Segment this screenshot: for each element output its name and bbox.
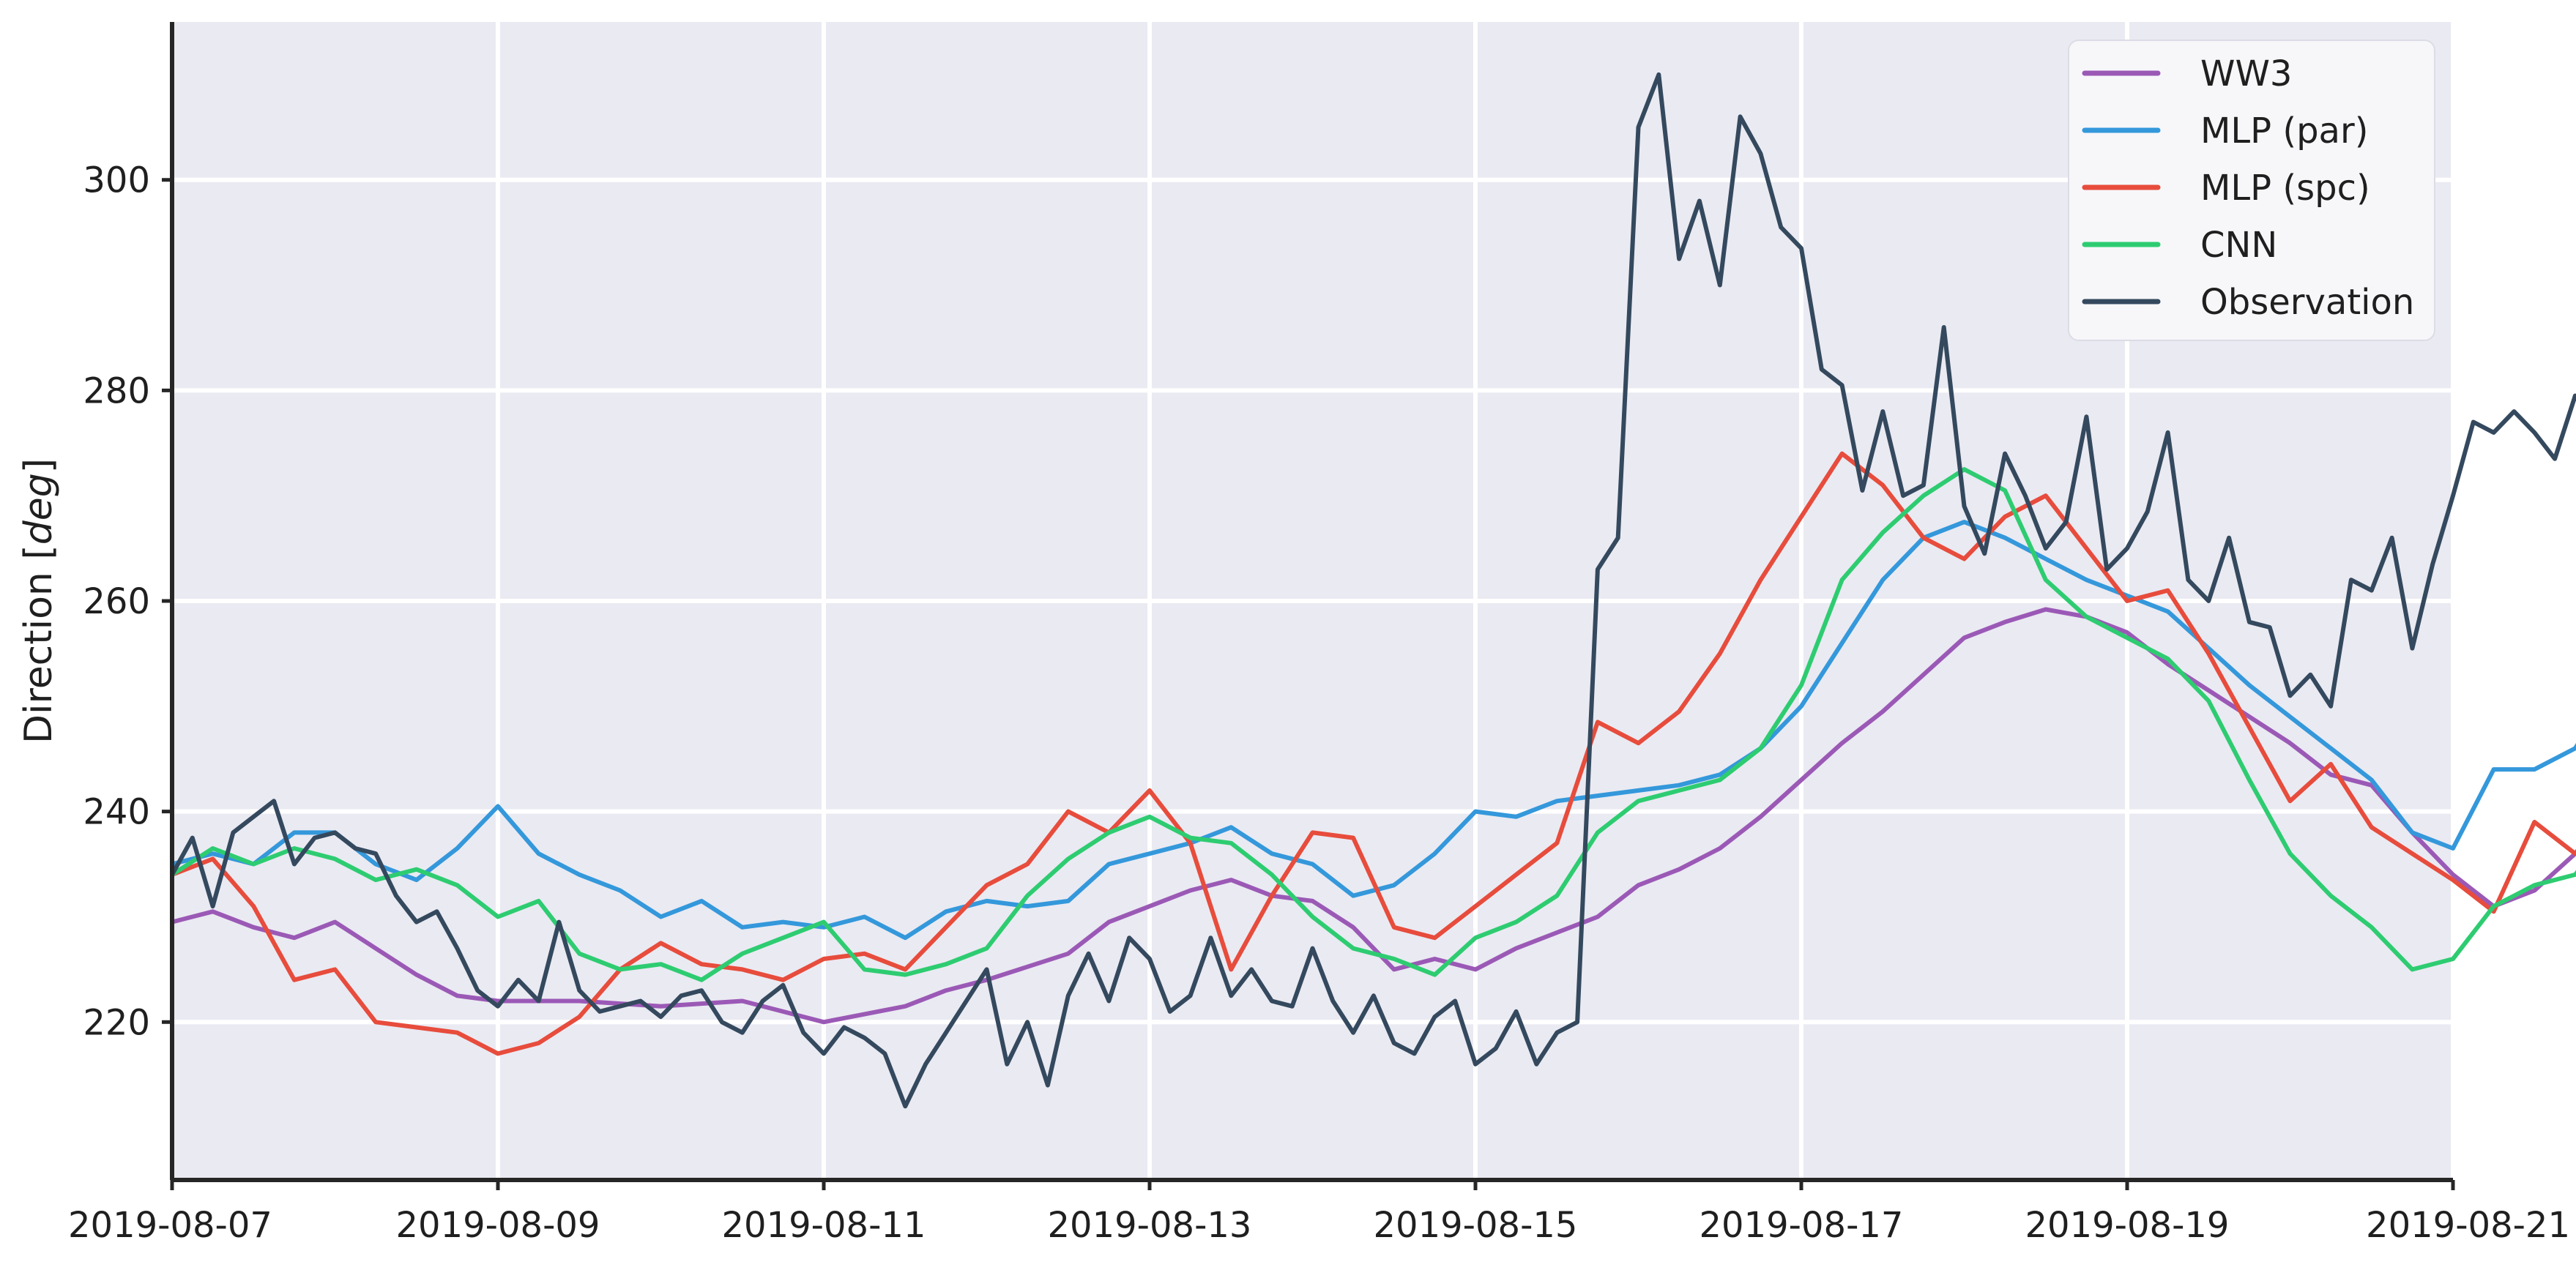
y-tick-label: 280 [83, 370, 150, 411]
x-tick-label: 2019-08-07 [68, 1205, 272, 1246]
legend: WW3 MLP (par) MLP (spc) CNN Observation [2068, 40, 2435, 341]
grid-layer [170, 22, 2455, 1180]
y-tick-label: 260 [83, 581, 150, 622]
x-tick-label: 2019-08-11 [722, 1205, 926, 1246]
series-line-observation [170, 72, 2576, 1109]
series-layer [170, 72, 2576, 1109]
y-axis-title: Direction [deg] [17, 458, 61, 744]
ticks-layer: 2019-08-07 2019-08-09 2019-08-11 2019-08-13… [68, 160, 2570, 1246]
x-tick-label: 2019-08-13 [1048, 1205, 1252, 1246]
y-tick-label: 220 [83, 1002, 150, 1043]
x-tick-label: 2019-08-21 [2366, 1205, 2570, 1246]
y-tick-label: 300 [83, 160, 150, 201]
legend-label: CNN [2200, 225, 2277, 266]
legend-label: MLP (par) [2200, 111, 2368, 152]
legend-label: WW3 [2200, 53, 2292, 94]
x-tick-label: 2019-08-17 [1700, 1205, 1904, 1246]
series-line-mlp-spc [170, 451, 2576, 1056]
series-line-mlp-par [170, 520, 2576, 941]
y-tick-label: 240 [83, 792, 150, 833]
x-tick-label: 2019-08-15 [1374, 1205, 1578, 1246]
legend-frame [2068, 40, 2435, 341]
x-tick-label: 2019-08-09 [396, 1205, 600, 1246]
legend-label: MLP (spc) [2200, 168, 2370, 209]
series-line-cnn [170, 467, 2576, 982]
y-axis-unit: deg [17, 473, 61, 545]
x-tick-label: 2019-08-19 [2025, 1205, 2230, 1246]
legend-label: Observation [2200, 282, 2414, 323]
